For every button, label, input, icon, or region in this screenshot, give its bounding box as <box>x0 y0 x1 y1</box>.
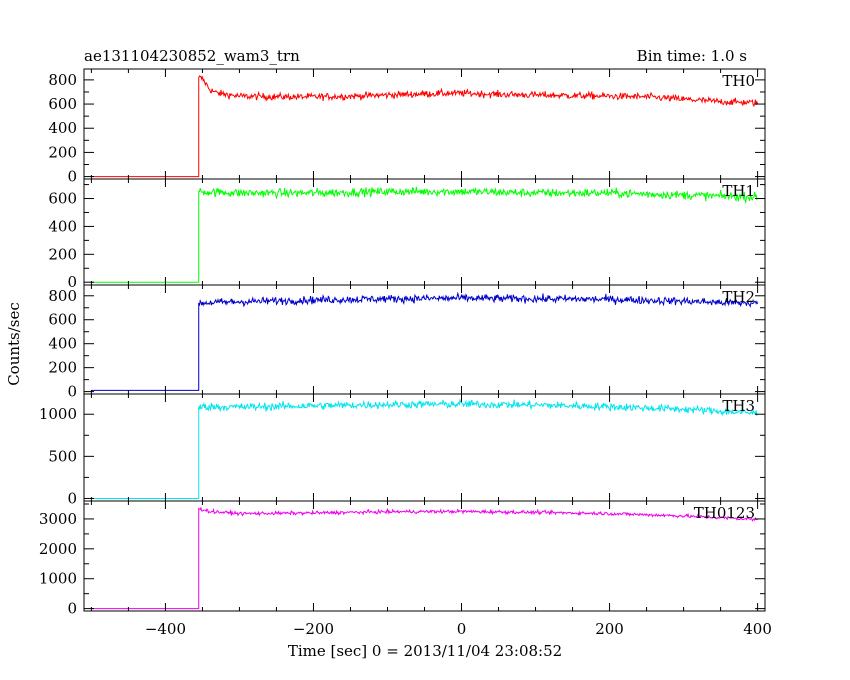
panel-th2: 0 200 400 600 800 TH2 <box>48 284 766 401</box>
panel-label-th3: TH3 <box>722 397 755 415</box>
y-tick-label: 0 <box>67 383 77 401</box>
x-axis-label: Time [sec] 0 = 2013/11/04 23:08:52 <box>288 642 562 660</box>
panel-label-th0123: TH0123 <box>694 504 755 522</box>
panel-label-th1: TH1 <box>722 182 755 200</box>
y-tick-label: 600 <box>48 190 77 208</box>
y-tick-label: 500 <box>48 447 77 465</box>
panel-frame <box>83 68 766 180</box>
panel-th1: 0 200 400 600 TH1 <box>48 178 766 291</box>
panel-label-th2: TH2 <box>722 288 755 306</box>
panel-frame <box>83 284 766 395</box>
x-tick-label: −200 <box>293 620 334 638</box>
x-tick-label: 400 <box>743 620 772 638</box>
series-line-th2 <box>91 291 759 391</box>
x-tick-label: 200 <box>595 620 624 638</box>
series-line-th3 <box>91 398 758 499</box>
y-tick-label: 600 <box>48 311 77 329</box>
chart-title: ae131104230852_wam3_trn <box>84 47 300 65</box>
y-tick-label: 600 <box>48 95 77 113</box>
y-tick-label: 200 <box>48 143 77 161</box>
y-tick-label: 200 <box>48 359 77 377</box>
bin-time-label: Bin time: 1.0 s <box>637 47 747 65</box>
y-tick-label: 200 <box>48 245 77 263</box>
y-tick-label: 0 <box>67 600 77 618</box>
panel-th3: 0 500 1000 TH3 <box>39 393 766 507</box>
y-tick-label: 400 <box>48 217 77 235</box>
y-tick-label: 1000 <box>39 570 77 588</box>
y-tick-label: 0 <box>67 489 77 507</box>
y-tick-label: 0 <box>67 168 77 186</box>
y-tick-label: 400 <box>48 119 77 137</box>
x-axis: −400 −200 0 200 400 <box>145 620 772 638</box>
panel-th0: 0 200 400 600 800 TH0 <box>48 68 766 186</box>
panel-frame <box>83 500 766 612</box>
series-line-th0123 <box>91 506 758 610</box>
y-tick-label: 2000 <box>39 540 77 558</box>
series-line-th1 <box>91 186 759 283</box>
y-tick-label: 800 <box>48 287 77 305</box>
y-tick-label: 400 <box>48 335 77 353</box>
series-line-th0 <box>91 75 759 178</box>
y-tick-label: 800 <box>48 71 77 89</box>
panel-frame <box>83 393 766 502</box>
y-tick-label: 1000 <box>39 405 77 423</box>
panels-group: 0 200 400 600 800 TH0 0 200 400 600 TH1 0 200 400 600 8… <box>39 68 766 618</box>
x-tick-label: −400 <box>145 620 186 638</box>
x-tick-label: 0 <box>457 620 467 638</box>
y-tick-label: 3000 <box>39 510 77 528</box>
panel-th0123: 0 1000 2000 3000 TH0123 <box>39 500 766 618</box>
y-axis-label: Counts/sec <box>5 302 23 386</box>
y-tick-label: 0 <box>67 273 77 291</box>
panel-label-th0: TH0 <box>722 72 755 90</box>
